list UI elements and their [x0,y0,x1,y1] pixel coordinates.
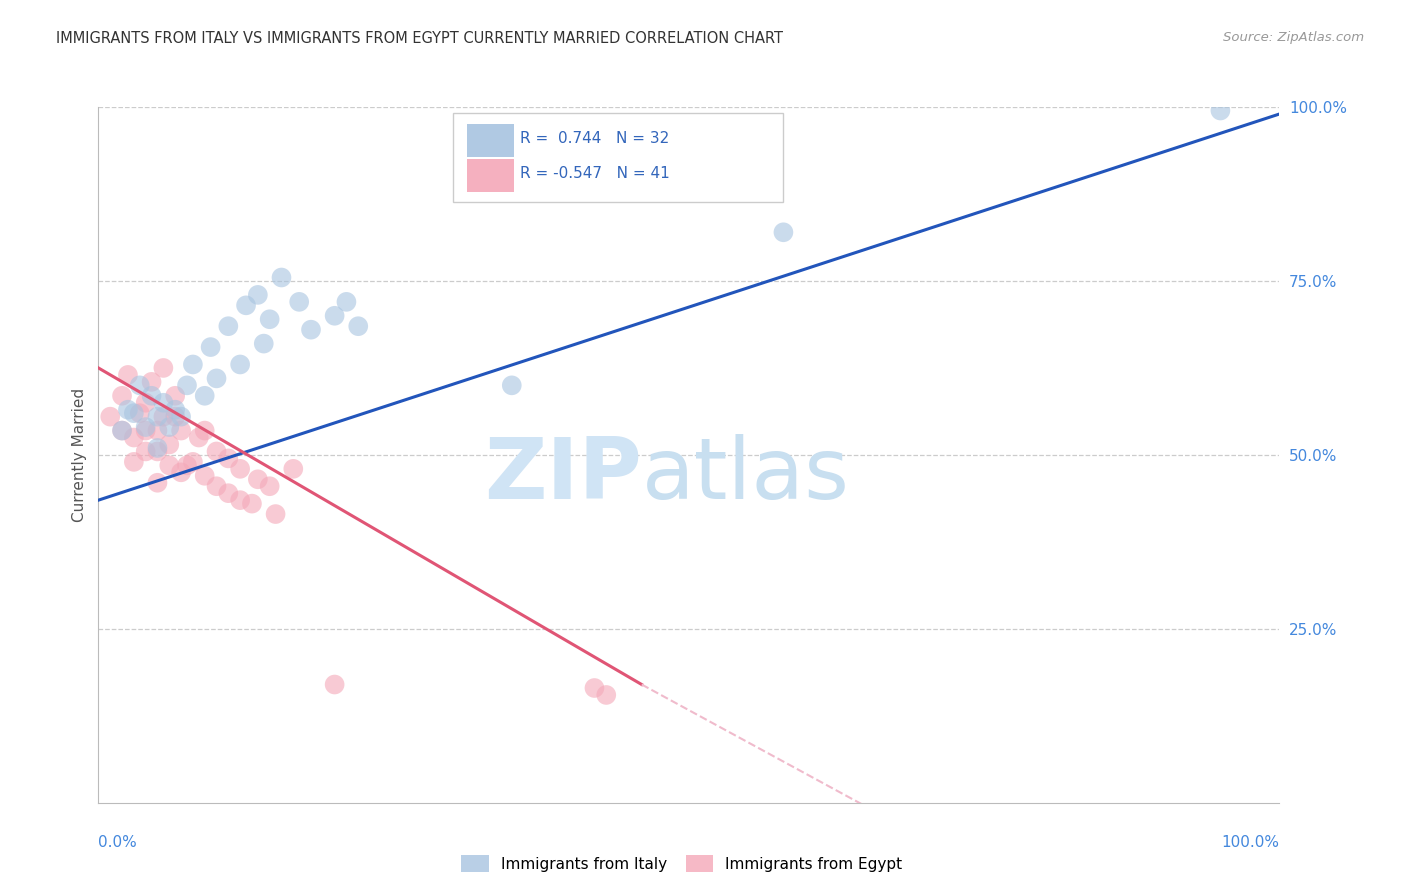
Point [170,424,193,438]
Point [176,378,198,392]
FancyBboxPatch shape [453,113,783,202]
Point [253,336,276,351]
Point [772,225,794,239]
Point [264,507,287,521]
Text: atlas: atlas [641,434,849,517]
Point [146,441,169,455]
Point [283,462,305,476]
Point [135,424,157,438]
FancyBboxPatch shape [467,159,515,192]
Point [135,396,157,410]
Point [170,409,193,424]
Point [122,431,145,445]
Point [205,371,228,385]
Point [194,468,217,483]
Point [146,444,169,458]
Point [141,375,163,389]
Point [111,424,134,438]
Point [259,312,281,326]
Point [217,319,239,334]
Point [595,688,617,702]
Point [117,402,139,417]
Point [141,389,163,403]
Point [246,288,269,302]
Text: R =  0.744   N = 32: R = 0.744 N = 32 [520,131,669,146]
Point [347,319,370,334]
Point [583,681,606,695]
Point [98,409,121,424]
Text: ZIP: ZIP [484,434,641,517]
Point [170,466,193,480]
Point [288,294,311,309]
Point [235,298,257,312]
Point [1209,103,1232,118]
Text: 0.0%: 0.0% [98,836,138,850]
Point [165,402,187,417]
Point [135,420,157,434]
Point [122,455,145,469]
Point [229,462,252,476]
Point [194,389,217,403]
Point [157,420,180,434]
Point [122,406,145,420]
Point [152,396,174,410]
Point [135,444,157,458]
Point [323,677,346,691]
Point [187,431,209,445]
Text: Source: ZipAtlas.com: Source: ZipAtlas.com [1223,31,1364,45]
Point [181,455,204,469]
Point [165,409,187,424]
Text: R = -0.547   N = 41: R = -0.547 N = 41 [520,166,669,181]
Point [146,475,169,490]
Point [246,472,269,486]
Point [229,358,252,372]
FancyBboxPatch shape [467,124,515,157]
Point [270,270,292,285]
Point [128,406,150,420]
Point [128,378,150,392]
Point [157,458,180,473]
Point [117,368,139,382]
Text: IMMIGRANTS FROM ITALY VS IMMIGRANTS FROM EGYPT CURRENTLY MARRIED CORRELATION CHA: IMMIGRANTS FROM ITALY VS IMMIGRANTS FROM… [56,31,783,46]
Point [240,497,263,511]
Point [152,360,174,375]
Point [194,424,217,438]
Point [259,479,281,493]
Point [181,358,204,372]
Point [111,424,134,438]
Point [146,424,169,438]
Point [501,378,523,392]
Point [157,437,180,451]
Point [205,444,228,458]
Point [323,309,346,323]
Legend: Immigrants from Italy, Immigrants from Egypt: Immigrants from Italy, Immigrants from E… [454,847,910,880]
Y-axis label: Currently Married: Currently Married [72,388,87,522]
Point [299,323,322,337]
Point [165,389,187,403]
Point [200,340,222,354]
Point [335,294,357,309]
Point [111,389,134,403]
Point [217,486,239,500]
Point [229,493,252,508]
Point [152,409,174,424]
Text: 100.0%: 100.0% [1222,836,1279,850]
Point [146,409,169,424]
Point [217,451,239,466]
Point [205,479,228,493]
Point [176,458,198,473]
